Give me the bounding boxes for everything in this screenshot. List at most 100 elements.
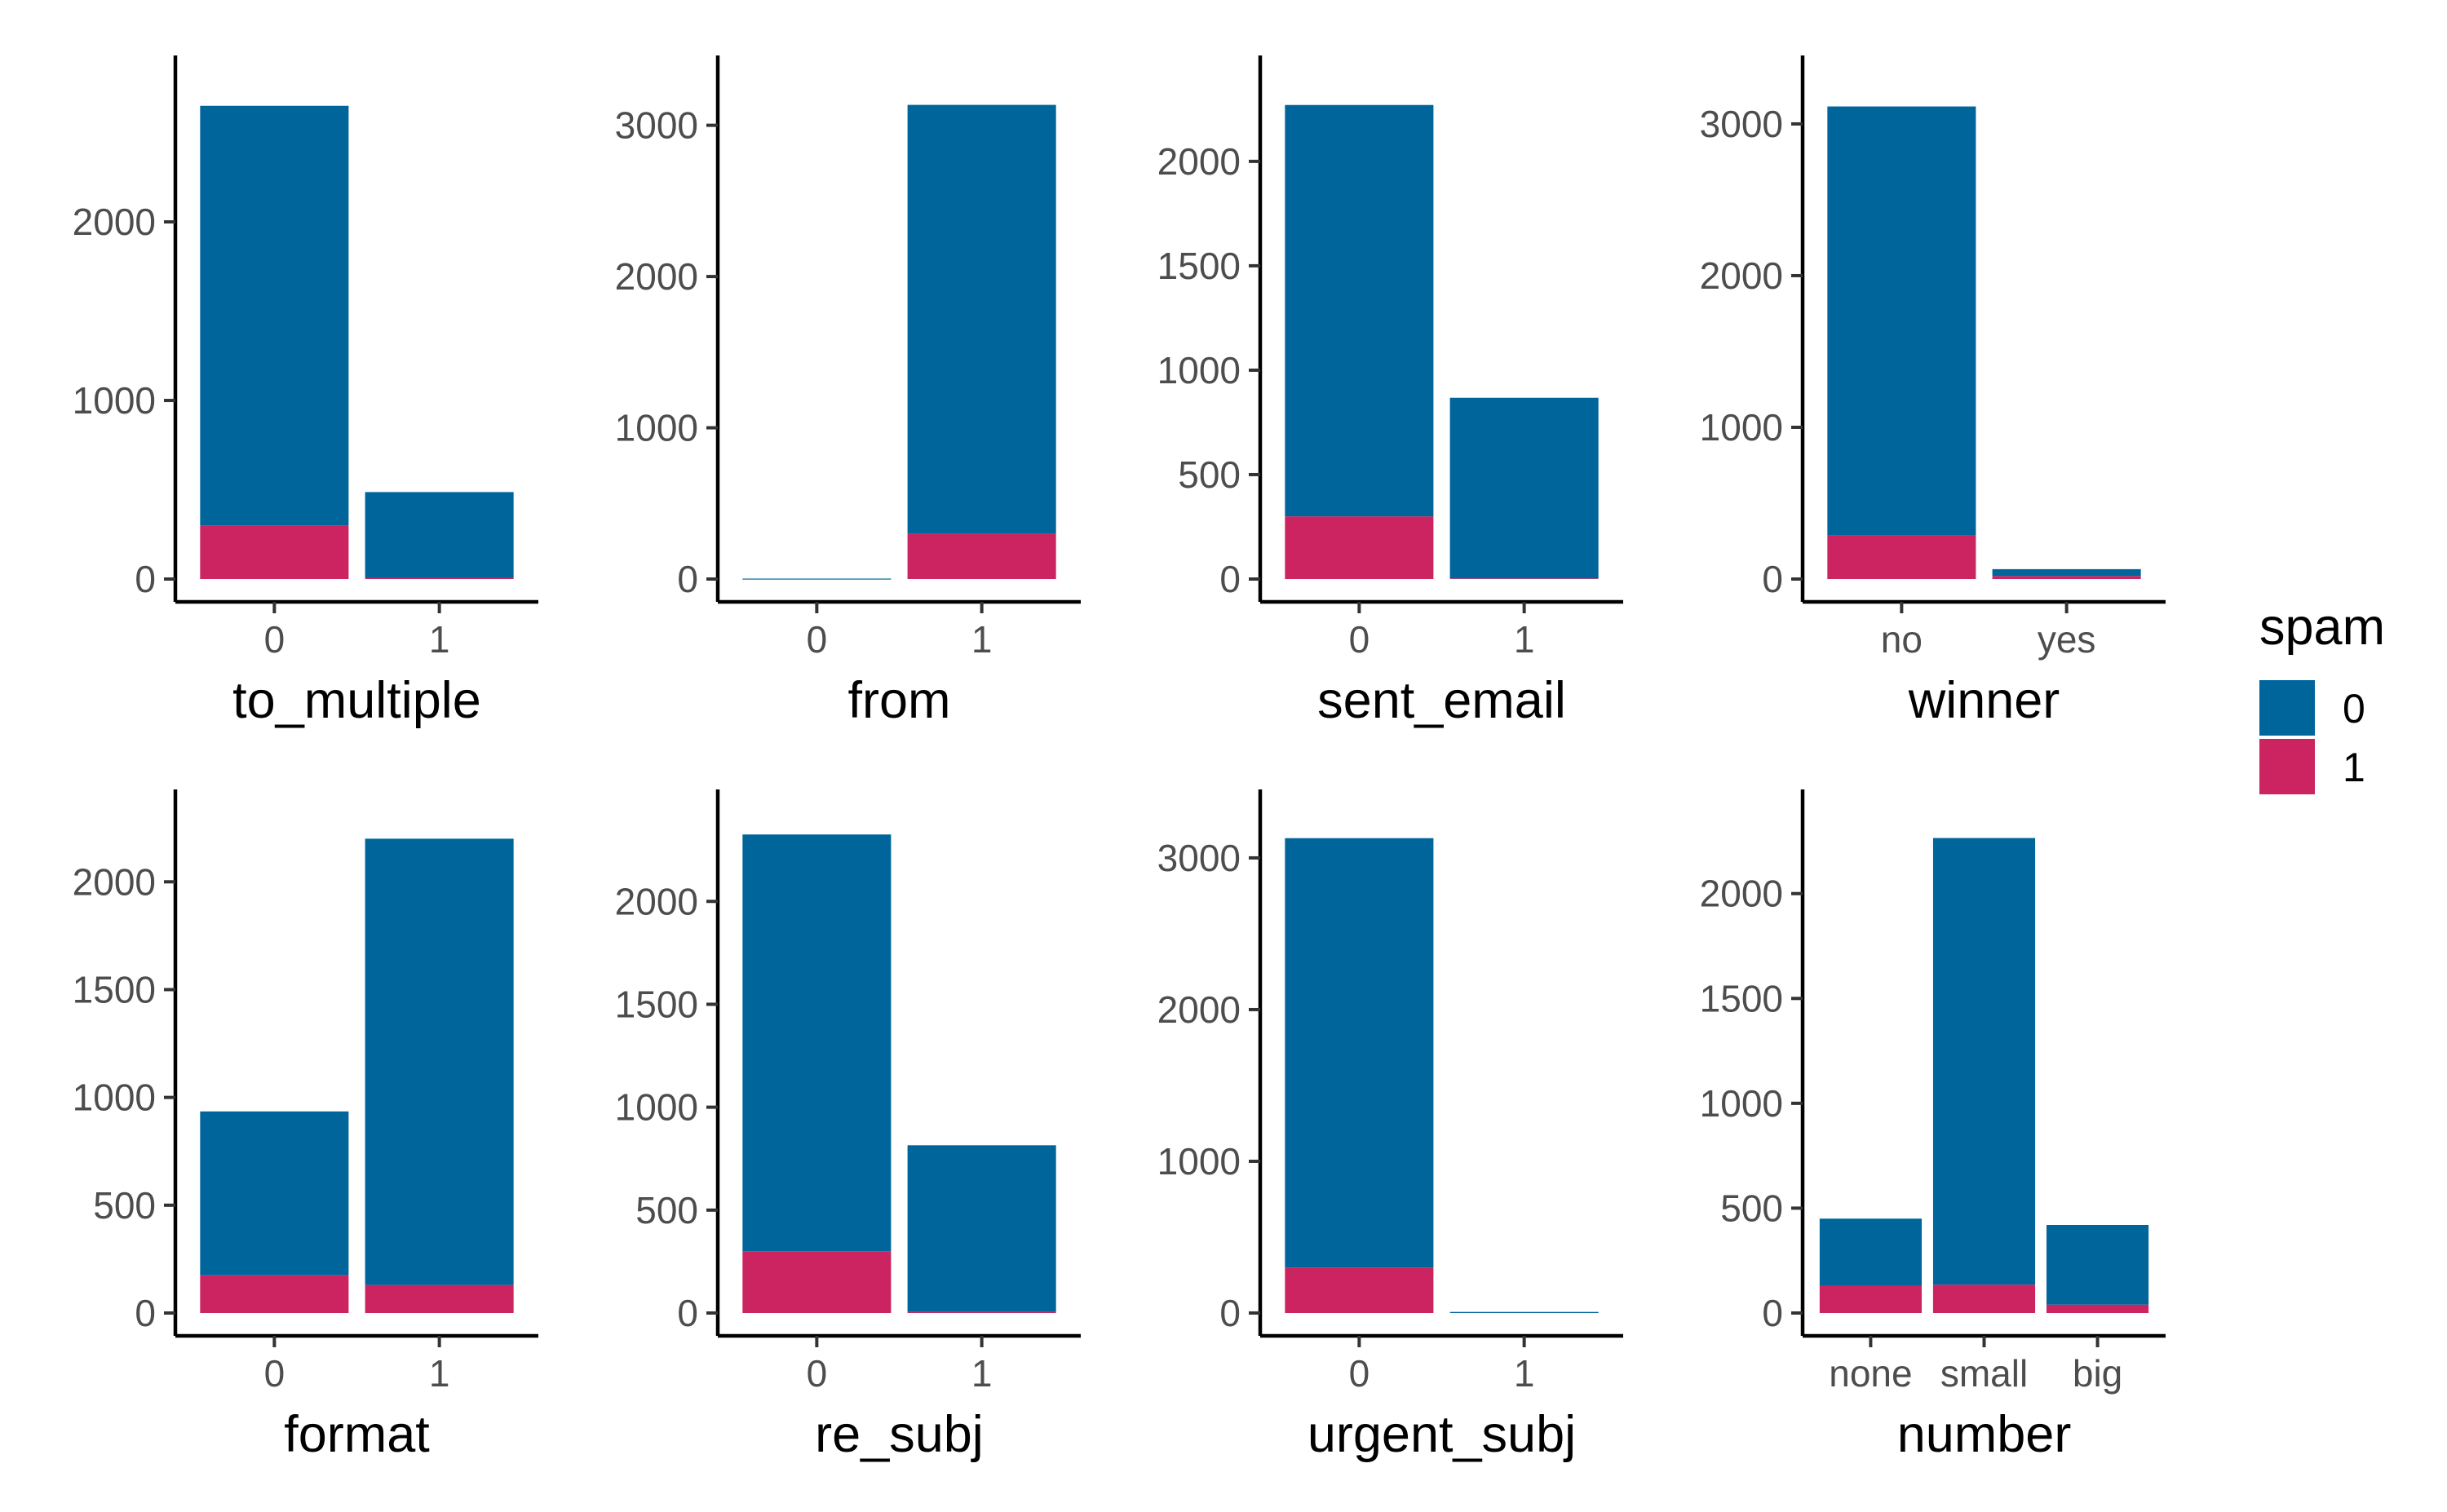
bar-spam-1-yes — [1992, 576, 2141, 579]
x-tick-label: none — [1829, 1352, 1912, 1395]
x-tick-label: 1 — [429, 618, 450, 661]
y-tick-label: 1000 — [615, 1086, 698, 1129]
bar-spam-1-1 — [1449, 578, 1599, 579]
x-axis-title: re_subj — [815, 1406, 984, 1463]
x-tick-label: small — [1940, 1352, 2028, 1395]
bar-spam-1-none — [1819, 1285, 1923, 1313]
panel-format: 0 500 1000 1500 2000 0 1 format — [73, 789, 538, 1463]
bar-spam-0-1 — [907, 1145, 1056, 1312]
bar-spam-0-1 — [365, 838, 514, 1285]
bar-spam-1-0 — [1285, 516, 1434, 579]
x-tick-label: 1 — [971, 1352, 993, 1395]
y-tick-label: 3000 — [615, 104, 698, 147]
y-tick-label: 1500 — [73, 968, 156, 1010]
y-tick-label: 2000 — [1157, 988, 1241, 1031]
panel-to-multiple: 0 1000 2000 0 1 to_multiple — [73, 55, 538, 729]
legend-key-spam-1 — [2259, 739, 2315, 794]
bar-spam-0-small — [1932, 838, 2036, 1285]
y-tick-label: 0 — [1762, 558, 1783, 600]
panel-sent-email: 0 500 1000 1500 2000 0 1 sent_email — [1157, 55, 1623, 729]
bar-spam-1-0 — [742, 1251, 892, 1313]
x-tick-label: 0 — [1349, 618, 1370, 661]
bar-spam-0-yes — [1992, 568, 2141, 577]
y-tick-label: 2000 — [1700, 254, 1783, 297]
y-tick-label: 500 — [93, 1184, 156, 1227]
bar-spam-0-0 — [742, 834, 892, 1252]
y-tick-label: 0 — [1219, 1292, 1241, 1334]
x-tick-label: 1 — [1514, 1352, 1535, 1395]
bar-spam-0-1 — [907, 104, 1056, 534]
y-tick-label: 2000 — [615, 255, 698, 298]
bar-spam-1-no — [1827, 535, 1976, 579]
legend: spam 0 1 — [2259, 599, 2385, 794]
bar-spam-1-0 — [1285, 1267, 1434, 1313]
bar-spam-1-1 — [907, 1311, 1056, 1313]
legend-label-spam-1: 1 — [2343, 745, 2365, 790]
y-tick-label: 2000 — [73, 201, 156, 243]
y-tick-label: 1000 — [73, 1077, 156, 1119]
x-axis-title: sent_email — [1317, 672, 1566, 729]
x-axis-title: from — [848, 672, 951, 729]
y-tick-label: 3000 — [1157, 837, 1241, 879]
y-tick-label: 1500 — [1700, 977, 1783, 1019]
bar-spam-0-none — [1819, 1218, 1923, 1286]
y-tick-label: 1000 — [1157, 1140, 1241, 1183]
y-tick-label: 500 — [635, 1189, 698, 1231]
bar-spam-0-no — [1827, 106, 1976, 536]
x-tick-label: 0 — [807, 618, 828, 661]
x-tick-label: big — [2073, 1352, 2122, 1395]
bar-spam-1-0 — [200, 1275, 349, 1313]
x-tick-label: 1 — [1514, 618, 1535, 661]
x-tick-label: 0 — [807, 1352, 828, 1395]
y-tick-label: 0 — [1762, 1292, 1783, 1334]
y-tick-label: 0 — [677, 558, 698, 600]
bar-spam-1-1 — [365, 577, 514, 579]
panel-urgent-subj: 0 1000 2000 3000 0 1 urgent_subj — [1157, 789, 1623, 1463]
bar-spam-1-small — [1932, 1284, 2036, 1313]
bar-spam-0-0 — [1285, 838, 1434, 1268]
x-axis-title: to_multiple — [232, 672, 481, 729]
y-tick-label: 3000 — [1700, 103, 1783, 145]
bar-spam-1-0 — [200, 525, 349, 579]
x-tick-label: no — [1881, 618, 1923, 661]
bar-spam-1-1 — [365, 1284, 514, 1313]
bar-spam-0-0 — [200, 105, 349, 526]
x-tick-label: yes — [2038, 618, 2096, 661]
y-tick-label: 1000 — [615, 407, 698, 449]
y-tick-label: 1500 — [615, 983, 698, 1025]
y-tick-label: 1000 — [1700, 406, 1783, 449]
x-tick-label: 0 — [264, 1352, 285, 1395]
panel-re-subj: 0 500 1000 1500 2000 0 1 re_subj — [615, 789, 1081, 1463]
y-tick-label: 1000 — [1700, 1082, 1783, 1125]
legend-title: spam — [2259, 599, 2385, 656]
x-axis-title: urgent_subj — [1308, 1406, 1576, 1463]
y-tick-label: 0 — [1219, 558, 1241, 600]
bar-spam-1-1 — [907, 533, 1056, 579]
bar-spam-0-0 — [742, 578, 892, 580]
bar-spam-1-big — [2046, 1304, 2149, 1313]
bar-spam-0-1 — [1449, 1311, 1599, 1313]
bar-spam-0-1 — [1449, 397, 1599, 579]
panel-from: 0 1000 2000 3000 0 1 from — [615, 55, 1081, 729]
x-axis-title: number — [1897, 1406, 2072, 1463]
y-tick-label: 1000 — [73, 379, 156, 422]
bar-spam-0-0 — [200, 1111, 349, 1275]
x-tick-label: 1 — [971, 618, 993, 661]
y-tick-label: 500 — [1178, 453, 1241, 496]
x-axis-title: winner — [1908, 672, 2060, 729]
y-tick-label: 2000 — [1700, 873, 1783, 915]
legend-key-spam-0 — [2259, 680, 2315, 736]
y-tick-label: 2000 — [615, 880, 698, 922]
x-axis-title: format — [284, 1406, 430, 1463]
y-tick-label: 1000 — [1157, 349, 1241, 391]
bar-spam-0-0 — [1285, 104, 1434, 517]
y-tick-label: 0 — [135, 558, 156, 600]
y-tick-label: 2000 — [1157, 140, 1241, 183]
bar-spam-0-big — [2046, 1225, 2149, 1305]
panel-winner: 0 1000 2000 3000 no yes winner — [1700, 55, 2166, 729]
x-tick-label: 0 — [1349, 1352, 1370, 1395]
y-tick-label: 1500 — [1157, 245, 1241, 287]
